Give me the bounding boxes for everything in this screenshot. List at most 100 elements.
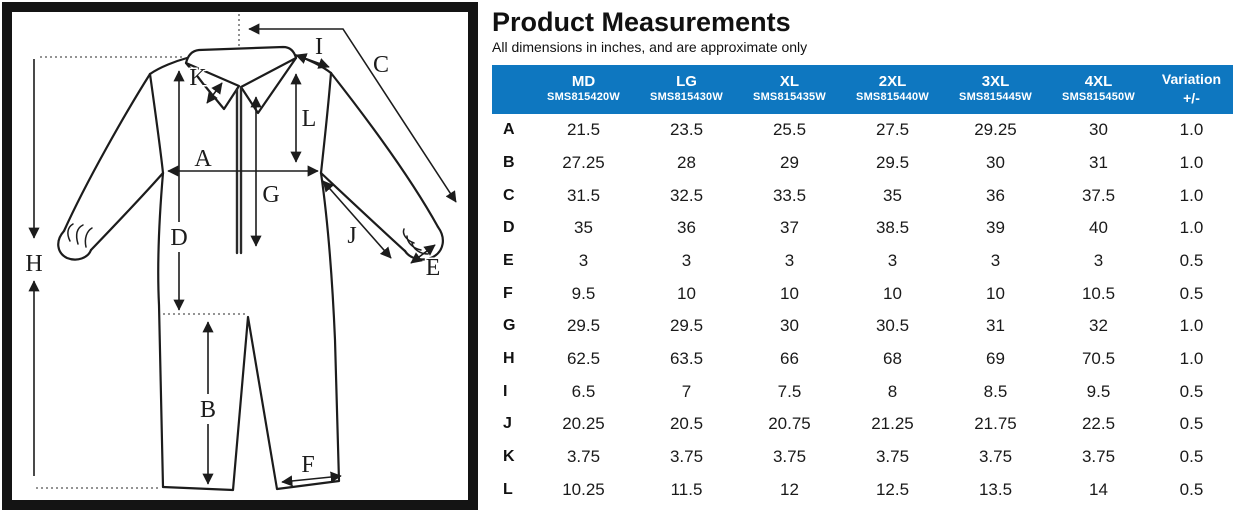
- row-label: D: [503, 219, 515, 237]
- measurement-cell: 3.75: [978, 447, 1013, 466]
- variation-cell: 1.0: [1179, 185, 1204, 205]
- measurement-cell: 25.5: [772, 120, 807, 140]
- measurement-cell: 66: [780, 348, 799, 368]
- measurement-cell: 3.75: [1081, 447, 1116, 466]
- measurement-cell: 37: [780, 218, 799, 238]
- measurement-cell: 10.5: [1081, 283, 1116, 303]
- table-row: I 6.5 7 7.5 8 8.5 9.5 0.5: [492, 375, 1233, 408]
- measurement-cell: 21.75: [974, 414, 1017, 434]
- dimension-label-a: A: [194, 146, 212, 172]
- measurement-cell: 3.75: [875, 447, 910, 466]
- measurement-cell: 10: [677, 283, 696, 303]
- dimension-label-g: G: [262, 182, 279, 208]
- row-label: E: [503, 251, 514, 269]
- measurement-cell: 40: [1089, 218, 1108, 238]
- measurement-cell: 23.5: [669, 120, 704, 140]
- measurement-cell: 29: [780, 152, 799, 172]
- measurement-cell: 10.25: [562, 479, 605, 499]
- variation-cell: 0.5: [1179, 447, 1204, 466]
- garment-diagram-panel: A B C D E F G H I J K L: [0, 0, 487, 518]
- dimension-line-k: [206, 82, 223, 104]
- dimension-label-h: H: [25, 251, 42, 277]
- size-column-header: XL SMS815435W: [738, 65, 841, 114]
- measurement-cell: 11.5: [670, 479, 703, 499]
- dimension-label-i: I: [315, 34, 323, 60]
- row-label: H: [503, 349, 515, 367]
- dimension-line-f: [281, 471, 342, 487]
- size-label: 4XL: [1084, 72, 1113, 90]
- dimension-label-f: F: [301, 452, 314, 478]
- measurement-cell: 35: [574, 218, 593, 238]
- table-row: C 31.5 32.5 33.5 35 36 37.5 1.0: [492, 179, 1233, 212]
- table-row: E 3 3 3 3 3 3 0.5: [492, 245, 1233, 278]
- measurement-cell: 7.5: [777, 381, 802, 401]
- measurement-cell: 27.5: [875, 120, 910, 140]
- variation-cell: 1.0: [1179, 218, 1204, 238]
- table-row: B 27.25 28 29 29.5 30 31 1.0: [492, 146, 1233, 179]
- measurement-cell: 3: [681, 250, 692, 270]
- measurement-cell: 20.5: [669, 414, 704, 434]
- measurement-cell: 12.5: [875, 479, 910, 499]
- table-row: F 9.5 10 10 10 10 10.5 0.5: [492, 277, 1233, 310]
- dimension-line-j: [322, 180, 392, 259]
- sku-label: SMS815445W: [959, 91, 1032, 104]
- size-column-header: 4XL SMS815450W: [1047, 65, 1150, 114]
- dimension-label-k: K: [189, 65, 207, 91]
- table-row: G 29.5 29.5 30 30.5 31 32 1.0: [492, 310, 1233, 343]
- size-column-header: MD SMS815420W: [532, 65, 635, 114]
- measurement-cell: 68: [883, 348, 902, 368]
- measurement-cell: 3: [784, 250, 795, 270]
- sku-label: SMS815435W: [753, 91, 826, 104]
- variation-cell: 1.0: [1179, 152, 1204, 172]
- row-label: G: [503, 317, 516, 335]
- measurement-cell: 39: [986, 218, 1005, 238]
- measurement-cell: 30.5: [875, 316, 910, 336]
- measurements-panel: Product Measurements All dimensions in i…: [492, 0, 1233, 506]
- sku-label: SMS815450W: [1062, 91, 1135, 104]
- measurement-cell: 3.75: [772, 447, 807, 466]
- size-label: 2XL: [878, 72, 907, 90]
- measurement-cell: 9.5: [571, 283, 596, 303]
- measurement-cell: 9.5: [1086, 381, 1111, 401]
- measurement-cell: 7: [681, 381, 692, 401]
- measurement-cell: 36: [677, 218, 696, 238]
- page-title: Product Measurements: [492, 7, 791, 37]
- variation-cell: 1.0: [1179, 120, 1204, 140]
- table-row: L 10.25 11.5 12 12.5 13.5 14 0.5: [492, 473, 1233, 506]
- measurement-cell: 35: [883, 185, 902, 205]
- measurement-cell: 31: [1089, 152, 1108, 172]
- measurement-cell: 21.5: [566, 120, 601, 140]
- dimension-label-c: C: [373, 52, 389, 78]
- table-row: J 20.25 20.5 20.75 21.25 21.75 22.5 0.5: [492, 408, 1233, 441]
- size-column-header: 2XL SMS815440W: [841, 65, 944, 114]
- measurement-cell: 70.5: [1081, 348, 1116, 368]
- dimension-line-c: [248, 23, 457, 203]
- size-column-header: 3XL SMS815445W: [944, 65, 1047, 114]
- measurement-cell: 36: [986, 185, 1005, 205]
- table-row: H 62.5 63.5 66 68 69 70.5 1.0: [492, 343, 1233, 376]
- measurement-cell: 20.75: [768, 414, 811, 434]
- measurement-cell: 3: [1093, 250, 1104, 270]
- variation-cell: 0.5: [1179, 381, 1204, 401]
- dimension-label-j: J: [347, 223, 356, 249]
- size-label: MD: [571, 72, 596, 90]
- dimension-line-i: [295, 53, 330, 69]
- measurement-cell: 3.75: [566, 447, 601, 466]
- row-label: L: [503, 480, 513, 498]
- garment-outline: [57, 45, 444, 492]
- measurement-cell: 69: [986, 348, 1005, 368]
- measurement-cell: 10: [986, 283, 1005, 303]
- measurement-cell: 3: [990, 250, 1001, 270]
- variation-cell: 0.5: [1179, 479, 1204, 499]
- dimension-label-b: B: [200, 397, 216, 423]
- table-row: K 3.75 3.75 3.75 3.75 3.75 3.75 0.5: [492, 441, 1233, 474]
- measurement-cell: 30: [986, 152, 1005, 172]
- measurement-cell: 38.5: [875, 218, 910, 238]
- measurement-cell: 29.25: [974, 120, 1017, 140]
- variation-header-line2: +/-: [1183, 89, 1200, 106]
- variation-column-header: Variation +/-: [1150, 65, 1233, 114]
- measurement-cell: 20.25: [562, 414, 605, 434]
- measurement-cell: 63.5: [669, 348, 704, 368]
- measurement-cell: 8.5: [983, 381, 1008, 401]
